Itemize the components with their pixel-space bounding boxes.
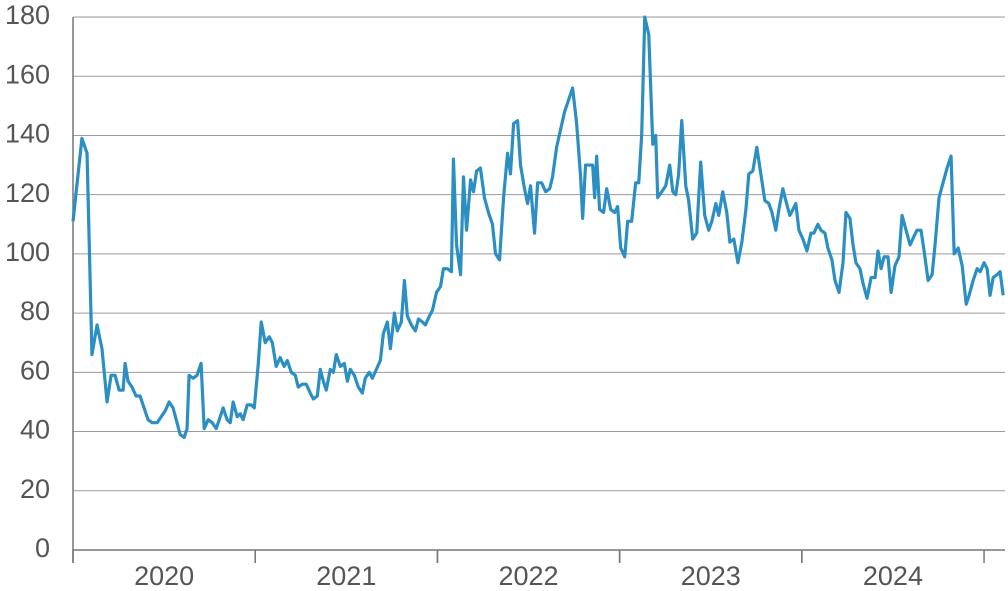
y-tick-label: 140	[5, 119, 50, 149]
y-tick-label: 20	[20, 474, 50, 504]
y-tick-label: 160	[5, 59, 50, 89]
y-tick-label: 100	[5, 237, 50, 267]
y-tick-label: 120	[5, 178, 50, 208]
y-tick-label: 0	[35, 533, 50, 563]
y-tick-label: 180	[5, 0, 50, 30]
y-tick-label: 40	[20, 415, 50, 445]
x-tick-label: 2021	[316, 561, 376, 591]
x-tick-label: 2022	[498, 561, 558, 591]
x-tick-label: 2023	[681, 561, 741, 591]
x-tick-label: 2020	[134, 561, 194, 591]
y-tick-label: 80	[20, 296, 50, 326]
y-tick-label: 60	[20, 355, 50, 385]
x-tick-label: 2024	[863, 561, 923, 591]
data-line	[71, 15, 1005, 440]
